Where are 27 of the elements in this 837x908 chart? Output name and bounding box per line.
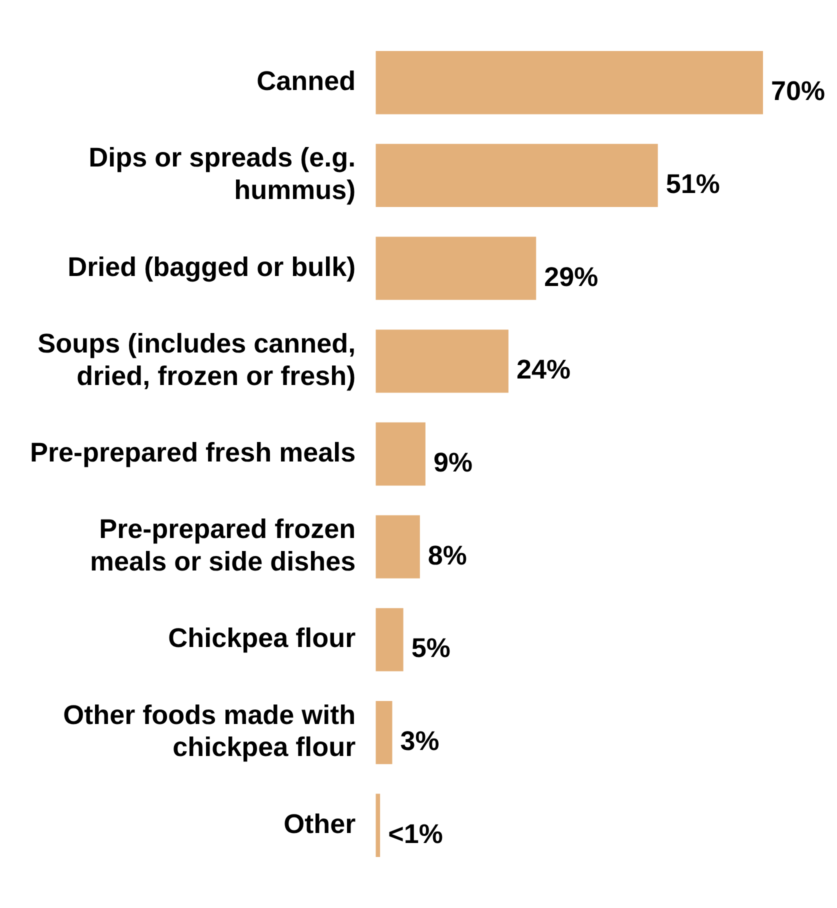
y-tick-label: Dips or spreads (e.g. hummus): [88, 142, 356, 206]
y-tick-label: Dried (bagged or bulk): [68, 252, 356, 282]
data-label: 3%: [400, 726, 440, 756]
y-tick-label: Other: [284, 808, 356, 839]
y-tick-label: Chickpea flour: [168, 623, 356, 654]
data-label: 51%: [666, 168, 720, 199]
bar: [376, 330, 508, 393]
data-label: 9%: [433, 447, 472, 478]
bar: [376, 144, 658, 208]
data-label: 29%: [544, 262, 598, 292]
bar: [376, 608, 404, 672]
bar: [376, 700, 392, 764]
data-label: <1%: [388, 818, 443, 849]
data-label: 5%: [411, 633, 450, 664]
y-tick-label: Canned: [256, 66, 356, 96]
data-label: 8%: [428, 540, 467, 570]
bar: [376, 422, 426, 486]
bar: [376, 794, 380, 857]
y-tick-label: Soups (includes canned, dried, frozen or fresh): [38, 328, 356, 391]
y-tick-label: Other foods made with chickpea flour: [63, 700, 356, 762]
data-label: 24%: [516, 354, 570, 385]
y-tick-label: Pre-prepared fresh meals: [30, 437, 356, 468]
bar: [376, 51, 763, 114]
bar: [376, 236, 536, 300]
y-tick-label: Pre-prepared frozen meals or side dishes: [90, 514, 356, 576]
bar: [376, 515, 420, 578]
data-label: 70%: [771, 76, 826, 106]
